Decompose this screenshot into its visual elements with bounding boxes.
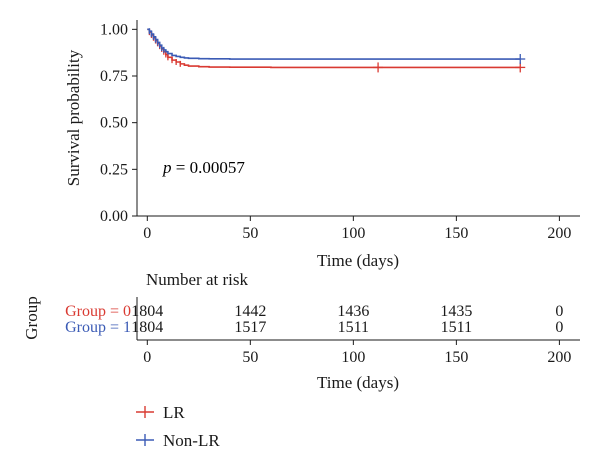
risk-x-tick-label: 50 bbox=[242, 349, 258, 366]
risk-rows: Group = 0 1804 1442 1436 1435 0 Group = 1 1804 1… bbox=[65, 303, 563, 336]
legend-label-non-lr: Non-LR bbox=[163, 431, 220, 450]
legend-marker-non-lr bbox=[136, 434, 154, 446]
risk-cell: 1511 bbox=[441, 319, 472, 336]
risk-cell: 0 bbox=[555, 319, 563, 336]
km-x-ticks: 0 50 100 150 200 bbox=[143, 216, 571, 242]
km-y-tick-label: 1.00 bbox=[100, 21, 128, 38]
p-value-text: = 0.00057 bbox=[172, 158, 246, 177]
km-y-ticks: 0.00 0.25 0.50 0.75 1.00 bbox=[100, 21, 137, 225]
km-curves bbox=[147, 28, 526, 73]
km-x-tick-label: 150 bbox=[444, 225, 468, 242]
risk-cell: 1511 bbox=[338, 319, 369, 336]
risk-x-tick-label: 100 bbox=[341, 349, 365, 366]
risk-table-title: Number at risk bbox=[146, 270, 248, 289]
risk-cell: 1442 bbox=[234, 303, 266, 320]
legend: LR Non-LR bbox=[136, 403, 220, 450]
km-plot: 0.00 0.25 0.50 0.75 1.00 0 50 100 150 200 Surviv… bbox=[64, 20, 580, 270]
censor-mark bbox=[373, 62, 384, 73]
km-curve-non-lr bbox=[147, 28, 521, 60]
p-value-annotation: p = 0.00057 bbox=[162, 158, 245, 177]
legend-label-lr: LR bbox=[163, 403, 185, 422]
censor-mark bbox=[515, 54, 526, 65]
km-y-tick-label: 0.50 bbox=[100, 115, 128, 132]
km-x-tick-label: 200 bbox=[547, 225, 571, 242]
km-y-tick-label: 0.25 bbox=[100, 161, 128, 178]
legend-item-non-lr: Non-LR bbox=[136, 431, 220, 450]
km-x-tick-label: 50 bbox=[242, 225, 258, 242]
km-y-tick-label: 0.00 bbox=[100, 208, 128, 225]
risk-table: Number at risk Group = 0 1804 1442 1436 1435… bbox=[22, 270, 580, 392]
risk-x-axis-title: Time (days) bbox=[317, 373, 399, 392]
risk-row: Group = 0 1804 1442 1436 1435 0 bbox=[65, 303, 563, 320]
risk-cell: 0 bbox=[555, 303, 563, 320]
risk-y-axis-title: Group bbox=[22, 296, 41, 339]
risk-cell: 1804 bbox=[131, 319, 163, 336]
legend-item-lr: LR bbox=[136, 403, 185, 422]
km-curve-lr bbox=[147, 28, 521, 69]
risk-cell: 1435 bbox=[440, 303, 472, 320]
risk-row: Group = 1 1804 1517 1511 1511 0 bbox=[65, 319, 563, 336]
risk-cell: 1804 bbox=[131, 303, 163, 320]
km-y-axis-title: Survival probability bbox=[64, 49, 83, 186]
risk-x-tick-label: 0 bbox=[143, 349, 151, 366]
p-value-symbol: p bbox=[162, 158, 172, 177]
risk-x-ticks: 0 50 100 150 200 bbox=[143, 340, 571, 366]
risk-x-tick-label: 150 bbox=[444, 349, 468, 366]
censor-mark bbox=[515, 62, 526, 73]
km-x-tick-label: 0 bbox=[143, 225, 151, 242]
km-y-tick-label: 0.75 bbox=[100, 68, 128, 85]
risk-cell: 1436 bbox=[337, 303, 369, 320]
risk-row-label: Group = 1 bbox=[65, 319, 131, 336]
risk-x-tick-label: 200 bbox=[547, 349, 571, 366]
km-x-tick-label: 100 bbox=[341, 225, 365, 242]
risk-cell: 1517 bbox=[234, 319, 266, 336]
risk-row-label: Group = 0 bbox=[65, 303, 131, 320]
km-x-axis-title: Time (days) bbox=[317, 251, 399, 270]
legend-marker-lr bbox=[136, 406, 154, 418]
